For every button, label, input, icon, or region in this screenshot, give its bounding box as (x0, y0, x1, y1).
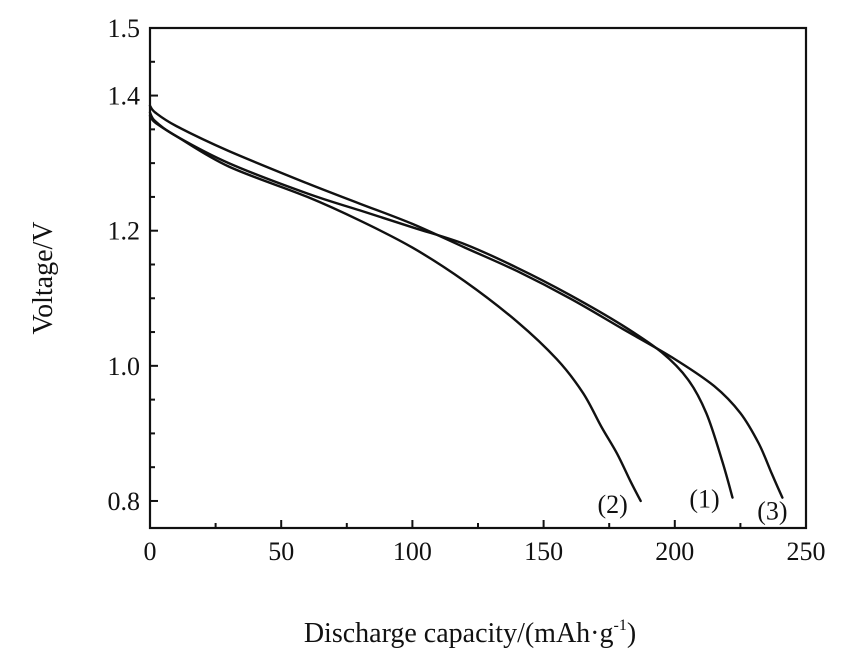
y-tick-label: 1.0 (108, 352, 141, 381)
x-tick-label: 150 (524, 537, 563, 566)
series-label-1: (1) (689, 485, 719, 514)
y-tick-label: 1.4 (108, 82, 141, 111)
x-axis-title: Discharge capacity/(mAh·g-1) (304, 617, 636, 649)
plot-frame (148, 26, 808, 530)
x-tick-label: 250 (787, 537, 826, 566)
series-line-2 (148, 114, 642, 503)
series-label-3: (3) (757, 497, 787, 526)
y-axis-title: Voltage/V (28, 221, 59, 334)
x-tick-label: 200 (655, 537, 694, 566)
y-tick-label: 1.5 (108, 14, 141, 43)
x-tick-label: 0 (144, 537, 157, 566)
axis-ticks (149, 27, 807, 528)
series-label-2: (2) (598, 490, 628, 519)
tick-labels: 0 50 100 150 200 250 0.8 1.0 1.2 1.4 1.5 (108, 14, 826, 566)
x-tick-label: 50 (268, 537, 294, 566)
series-line-1 (148, 111, 734, 499)
series-labels: (1) (2) (3) (598, 485, 788, 526)
discharge-curves (148, 104, 784, 503)
y-tick-label: 0.8 (108, 487, 141, 516)
y-tick-label: 1.2 (108, 217, 141, 246)
series-line-3 (148, 104, 784, 499)
x-tick-label: 100 (393, 537, 432, 566)
